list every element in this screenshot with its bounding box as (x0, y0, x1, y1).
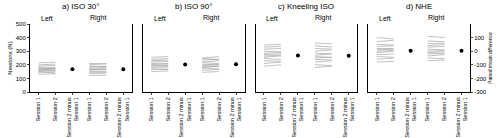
svg-text:0: 0 (474, 48, 478, 54)
svg-text:Session 2 minusSession 1: Session 2 minusSession 1 (116, 97, 129, 138)
svg-text:Right: Right (90, 14, 106, 22)
svg-text:Left: Left (379, 15, 391, 22)
svg-text:c) Kneeling ISO: c) Kneeling ISO (278, 2, 334, 11)
svg-text:Session 1: Session 1 (424, 97, 430, 121)
svg-text:300: 300 (16, 48, 27, 54)
svg-text:Session 1: Session 1 (261, 97, 267, 121)
svg-text:Session 1: Session 1 (312, 97, 318, 121)
svg-text:Session 2 minusSession 1: Session 2 minusSession 1 (229, 97, 242, 138)
svg-text:d) NHE: d) NHE (406, 2, 432, 11)
svg-text:Session 2: Session 2 (390, 97, 396, 121)
svg-text:-100: -100 (474, 62, 487, 68)
svg-text:Session 1: Session 1 (374, 97, 380, 121)
svg-text:100: 100 (16, 76, 27, 82)
svg-text:Session 2 minusSession 1: Session 2 minusSession 1 (66, 97, 79, 138)
svg-text:Session 2 minusSession 1: Session 2 minusSession 1 (342, 97, 355, 138)
svg-text:0: 0 (22, 89, 26, 95)
svg-text:100: 100 (474, 35, 485, 41)
svg-text:400: 400 (16, 35, 27, 41)
svg-text:500: 500 (16, 21, 27, 27)
svg-text:Right: Right (428, 14, 444, 22)
svg-text:Session 1: Session 1 (199, 97, 205, 121)
svg-text:Right: Right (203, 14, 219, 22)
svg-text:Session 1: Session 1 (86, 97, 92, 121)
svg-text:Session 2 minusSession 1: Session 2 minusSession 1 (291, 97, 304, 138)
svg-text:b) ISO 90°: b) ISO 90° (175, 2, 212, 11)
svg-text:Paired mean difference: Paired mean difference (487, 32, 493, 84)
svg-text:Newtons (N): Newtons (N) (7, 41, 13, 74)
svg-text:Session 2: Session 2 (103, 97, 109, 121)
svg-text:Session 2: Session 2 (52, 97, 58, 121)
svg-text:Session 2: Session 2 (278, 97, 284, 121)
svg-text:Left: Left (266, 15, 278, 22)
svg-text:-200: -200 (474, 76, 487, 82)
svg-text:200: 200 (16, 62, 27, 68)
svg-text:Left: Left (154, 15, 166, 22)
svg-text:Session 2: Session 2 (165, 97, 171, 121)
svg-text:Session 2 minusSession 1: Session 2 minusSession 1 (178, 97, 191, 138)
svg-text:Session 2 minusSession 1: Session 2 minusSession 1 (455, 97, 468, 138)
svg-text:Session 2: Session 2 (216, 97, 222, 121)
svg-text:Left: Left (41, 15, 53, 22)
svg-text:-300: -300 (474, 89, 487, 95)
svg-text:a) ISO 30°: a) ISO 30° (62, 2, 99, 11)
svg-text:Session 1: Session 1 (148, 97, 154, 121)
svg-text:Session 1: Session 1 (35, 97, 41, 121)
svg-text:Session 2 minusSession 1: Session 2 minusSession 1 (404, 97, 417, 138)
svg-text:Session 2: Session 2 (329, 97, 335, 121)
svg-text:Right: Right (315, 14, 331, 22)
svg-text:Session 2: Session 2 (441, 97, 447, 121)
